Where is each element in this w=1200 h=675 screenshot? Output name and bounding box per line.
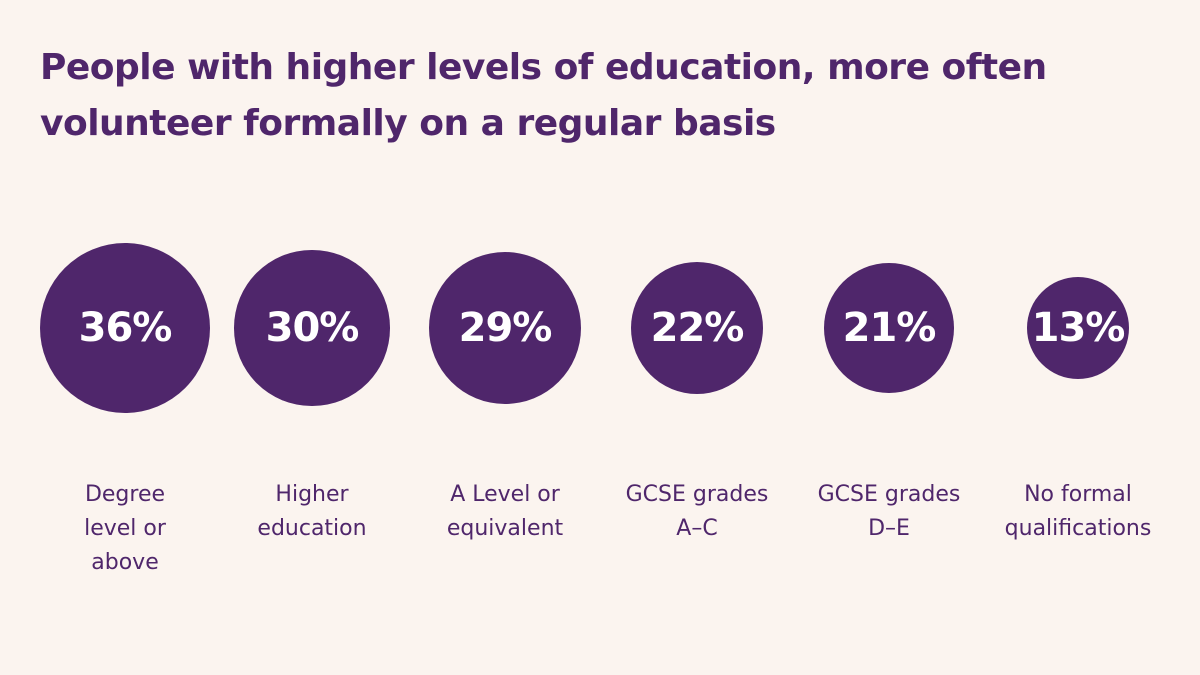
bubble-value-label: 21% xyxy=(842,304,937,351)
category-label: Higher education xyxy=(257,482,367,541)
bubble-value-label: 29% xyxy=(458,304,553,351)
bubble-value-label: 13% xyxy=(1031,304,1126,351)
bubble-2: 30% xyxy=(234,250,390,406)
bubble-value-label: 22% xyxy=(650,304,745,351)
bubble-4: 22% xyxy=(630,261,764,395)
bubble-3: 29% xyxy=(428,251,582,405)
chart-title: People with higher levels of education, … xyxy=(40,40,1160,152)
bubble-value-label: 30% xyxy=(265,304,360,351)
category-label: GCSE grades D–E xyxy=(817,482,961,541)
category-label: No formal qualifications xyxy=(1004,482,1152,541)
category-label: Degree level or above xyxy=(84,482,166,575)
bubble-1: 36% xyxy=(40,243,210,413)
category-label: A Level or equivalent xyxy=(446,482,564,541)
bubble-5: 21% xyxy=(824,263,954,393)
chart-title-line-2: volunteer formally on a regular basis xyxy=(40,103,776,144)
category-label: GCSE grades A–C xyxy=(625,482,769,541)
bubble-6: 13% xyxy=(1026,276,1130,380)
chart-title-line-1: People with higher levels of education, … xyxy=(40,47,1047,88)
bubble-value-label: 36% xyxy=(78,305,173,351)
